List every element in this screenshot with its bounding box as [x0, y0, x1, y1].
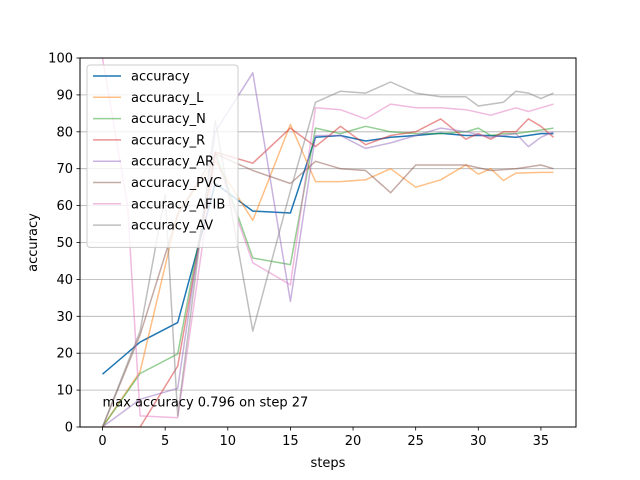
x-tick-label: 15	[282, 434, 299, 449]
legend-label: accuracy	[131, 70, 190, 85]
y-tick-label: 40	[56, 273, 73, 288]
x-tick-label: 5	[161, 434, 169, 449]
x-tick-label: 25	[407, 434, 424, 449]
y-tick-label: 30	[56, 310, 73, 325]
y-axis-title: accuracy	[26, 213, 41, 272]
x-tick-label: 10	[220, 434, 237, 449]
legend-label: accuracy_PVC	[131, 176, 222, 191]
x-tick-label: 30	[470, 434, 487, 449]
y-tick-label: 10	[56, 384, 73, 399]
y-tick-label: 50	[56, 236, 73, 251]
series-line-accuracy-av	[101, 81, 554, 427]
y-tick-label: 60	[56, 199, 73, 214]
legend: accuracy accuracy_L accuracy_N accuracy_Rac…	[86, 64, 239, 248]
y-tick-label: 90	[56, 88, 73, 103]
x-tick-label: 0	[98, 434, 106, 449]
x-tick-label: 35	[533, 434, 550, 449]
y-tick-label: 70	[56, 162, 73, 177]
y-axis: 0 10 20 30 40 50 60 70 80 90 100	[48, 52, 80, 436]
legend-label: accuracy_L	[131, 91, 204, 106]
x-axis: 0 5 10 15 20 25 30 35	[98, 427, 549, 449]
y-tick-label: 100	[48, 52, 73, 67]
x-axis-title: steps	[311, 456, 346, 471]
legend-label: accuracy_N	[131, 112, 206, 127]
y-tick-label: 80	[56, 125, 73, 140]
legend-label: accuracy_AV	[131, 219, 213, 234]
series-line-accuracy-afib	[101, 58, 554, 419]
x-tick-label: 20	[345, 434, 362, 449]
legend-label: accuracy_AFIB	[131, 197, 225, 212]
legend-label: accuracy_R	[131, 133, 205, 148]
y-tick-label: 0	[65, 421, 73, 436]
y-tick-label: 20	[56, 347, 73, 362]
max-accuracy-annotation: max accuracy 0.796 on step 27	[103, 396, 309, 411]
legend-label: accuracy_AR	[131, 155, 214, 170]
legend-box	[86, 64, 239, 248]
